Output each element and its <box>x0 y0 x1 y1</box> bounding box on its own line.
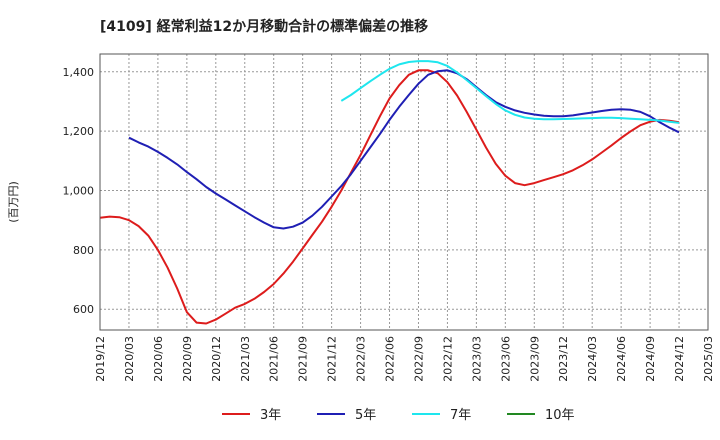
x-tick-label: 2021/12 <box>326 336 339 382</box>
y-axis: 600 800 1,000 1,200 1,400 <box>63 66 95 316</box>
y-tick-label: 1,200 <box>63 125 95 138</box>
y-tick-label: 1,400 <box>63 66 95 79</box>
x-tick-label: 2020/06 <box>152 336 165 382</box>
x-tick-label: 2020/12 <box>210 336 223 382</box>
x-tick-label: 2021/09 <box>297 336 310 382</box>
x-tick-label: 2024/03 <box>586 336 599 382</box>
x-tick-label: 2025/03 <box>702 336 715 382</box>
series-group <box>99 60 680 325</box>
legend-label-0: 3年 <box>260 408 281 423</box>
y-tick-label: 600 <box>73 303 94 316</box>
x-tick-label: 2024/09 <box>644 336 657 382</box>
x-tick-label: 2024/06 <box>615 336 628 382</box>
x-tick-label: 2021/06 <box>268 336 281 382</box>
x-tick-label: 2023/09 <box>528 336 541 382</box>
x-tick-label: 2020/03 <box>123 336 136 382</box>
x-tick-label: 2021/03 <box>239 336 252 382</box>
y-tick-label: 800 <box>73 244 94 257</box>
x-tick-label: 2023/06 <box>499 336 512 382</box>
x-tick-label: 2024/12 <box>673 336 686 382</box>
x-tick-label: 2023/03 <box>470 336 483 382</box>
series-line-0 <box>99 69 680 325</box>
legend-label-3: 10年 <box>545 408 575 423</box>
x-tick-label: 2022/12 <box>441 336 454 382</box>
x-tick-label: 2020/09 <box>181 336 194 382</box>
chart-title: [4109] 経常利益12か月移動合計の標準偏差の推移 <box>100 18 428 35</box>
y-axis-label: (百万円) <box>7 181 20 223</box>
x-tick-label: 2022/09 <box>412 336 425 382</box>
plot-border <box>99 53 709 331</box>
y-tick-label: 1,000 <box>63 185 95 198</box>
x-tick-label: 2022/06 <box>384 336 397 382</box>
series-line-1 <box>128 69 680 230</box>
x-tick-label: 2022/03 <box>355 336 368 382</box>
x-tick-label: 2019/12 <box>94 336 107 382</box>
legend-label-1: 5年 <box>355 408 376 423</box>
plot-area <box>100 54 708 330</box>
x-axis: 2019/12 2020/03 2020/06 2020/09 2020/12 2021/… <box>94 336 715 382</box>
x-tick-label: 2023/12 <box>557 336 570 382</box>
legend-label-2: 7年 <box>450 408 471 423</box>
series-line-2 <box>340 60 680 124</box>
legend: 3年 5年 7年 10年 <box>222 408 575 423</box>
